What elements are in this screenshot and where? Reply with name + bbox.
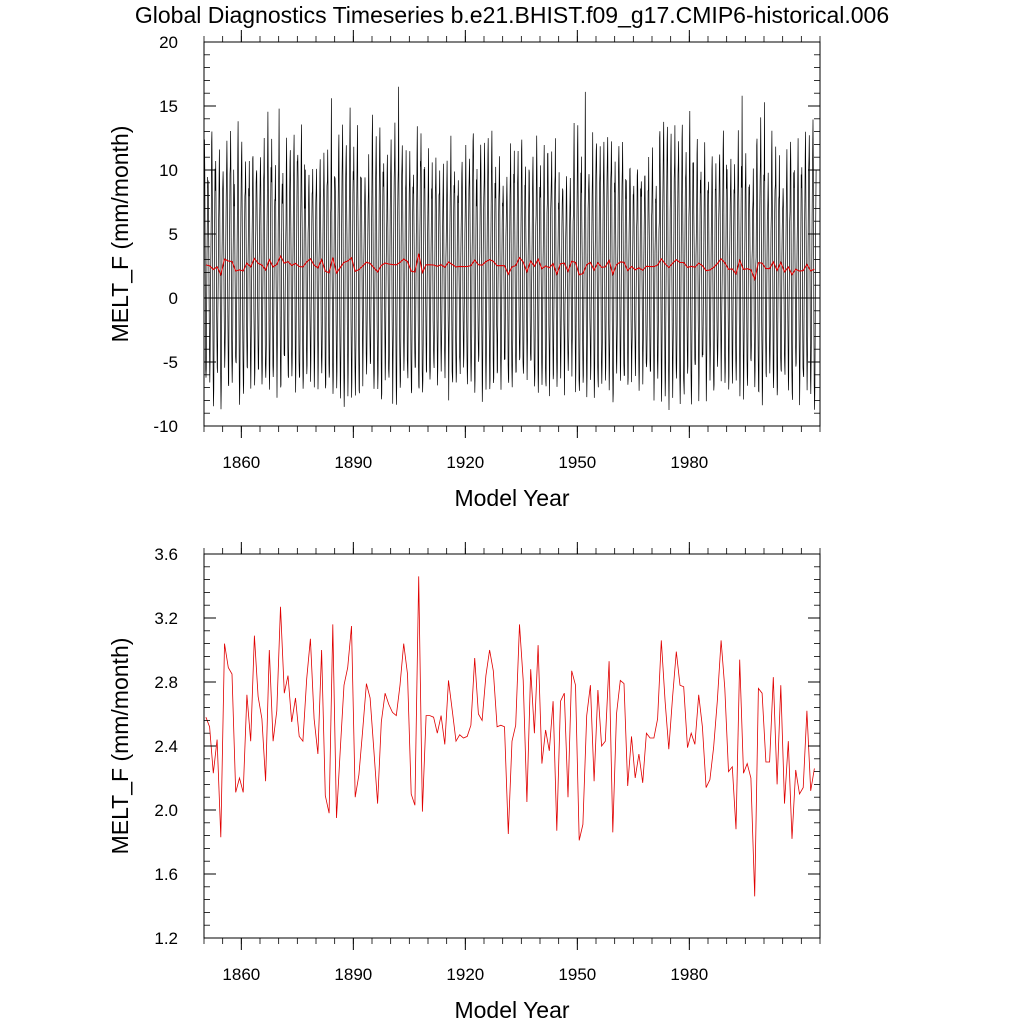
x-tick-label: 1980 [670,453,708,472]
y-tick-label: 1.6 [154,865,178,884]
plot-area [204,86,820,411]
y-tick-label: -5 [163,353,178,372]
y-tick-label: -10 [153,417,178,436]
annual-mean-line [205,576,815,897]
page-title: Global Diagnostics Timeseries b.e21.BHIS… [134,2,890,28]
x-tick-label: 1920 [446,453,484,472]
y-tick-label: 0 [169,289,178,308]
x-tick-label: 1950 [558,453,596,472]
x-axis-label: Model Year [454,997,569,1023]
y-tick-label: 10 [159,161,178,180]
top-panel: -10 -5 0 5 10 15 20 1860 1890 1920 1950 1980 Model Y… [107,30,821,511]
y-tick-label: 3.6 [154,545,178,564]
x-tick-label: 1890 [334,965,372,984]
y-tick-label: 20 [159,33,178,52]
annual-mean-line [205,253,815,282]
y-axis-label: MELT_F (mm/month) [107,126,133,343]
y-tick-label: 2.0 [154,801,178,820]
x-tick-label: 1860 [222,453,260,472]
bottom-panel: 1.2 1.6 2.0 2.4 2.8 3.2 3.6 1860 1890 1920 1950 198… [107,542,821,1023]
plot-area [205,576,815,897]
x-tick-label: 1860 [222,965,260,984]
y-tick-label: 15 [159,97,178,116]
y-tick-label: 2.8 [154,673,178,692]
monthly-series-line [204,86,817,411]
y-axis-label: MELT_F (mm/month) [107,638,133,855]
x-axis-label: Model Year [454,485,569,511]
y-tick-label: 3.2 [154,609,178,628]
y-tick-label: 5 [169,225,178,244]
x-tick-label: 1980 [670,965,708,984]
y-tick-label: 1.2 [154,929,178,948]
x-tick-label: 1950 [558,965,596,984]
x-tick-label: 1890 [334,453,372,472]
y-tick-label: 2.4 [154,737,178,756]
x-tick-label: 1920 [446,965,484,984]
